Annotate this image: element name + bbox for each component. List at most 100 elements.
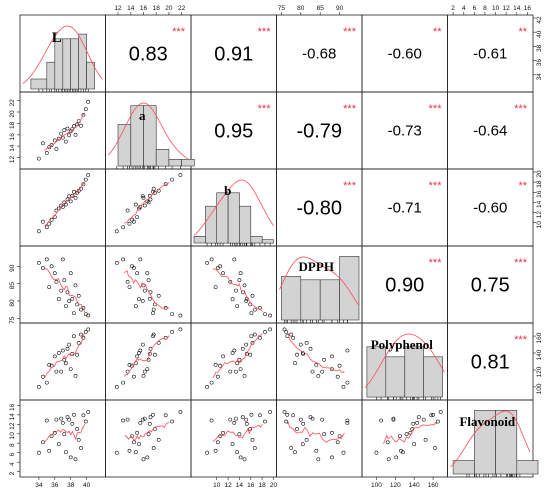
histogram-bar-3-2 bbox=[319, 279, 340, 321]
scatter-point-2-0-22 bbox=[83, 177, 88, 182]
tick-label-left-1-5: 22 bbox=[9, 99, 16, 107]
scatter-point-5-2-5 bbox=[221, 430, 225, 435]
scatter-point-3-1-18 bbox=[151, 307, 156, 312]
tick-label-bottom-0-3: 40 bbox=[83, 482, 91, 489]
scatter-point-4-2-20 bbox=[252, 332, 257, 337]
scatter-point-5-4-6 bbox=[394, 455, 399, 460]
scatter-point-5-3-5 bbox=[293, 450, 297, 455]
scatter-point-2-1-11 bbox=[141, 195, 146, 200]
panel-5-3 bbox=[276, 399, 363, 478]
correlation-value-0-1: 0.83 bbox=[129, 44, 168, 66]
scatter-point-5-1-9 bbox=[138, 420, 143, 425]
scatter-point-5-4-17 bbox=[421, 417, 426, 422]
scatter-point-5-1-5 bbox=[131, 440, 136, 445]
scatter-point-5-1-22 bbox=[170, 419, 175, 424]
scatter-point-3-2-14 bbox=[242, 283, 247, 288]
scatter-point-3-1-23 bbox=[178, 313, 183, 318]
significance-stars-0-5: ** bbox=[518, 26, 527, 38]
tick-label-top-5-0: 2 bbox=[451, 5, 455, 12]
tick-label-left-5-1: 4 bbox=[9, 462, 16, 466]
scatter-point-2-0-16 bbox=[72, 189, 76, 194]
correlation-value-1-4: -0.73 bbox=[388, 123, 422, 140]
scatter-point-4-3-10 bbox=[304, 340, 309, 345]
scatter-point-2-1-16 bbox=[148, 197, 153, 202]
scatter-point-5-3-10 bbox=[304, 437, 309, 442]
tick-label-top-1-0: 12 bbox=[114, 5, 122, 12]
density-curve-1 bbox=[108, 102, 189, 160]
scatter-point-5-0-22 bbox=[83, 419, 88, 424]
correlation-value-3-5: 0.75 bbox=[471, 275, 510, 297]
scatter-point-4-0-16 bbox=[72, 334, 76, 339]
panel-3-1 bbox=[105, 245, 192, 324]
scatter-point-5-4-16 bbox=[416, 415, 421, 420]
scatter-point-5-2-9 bbox=[234, 416, 238, 421]
scatter-point-4-3-17 bbox=[329, 354, 334, 359]
scatter-point-5-0-23 bbox=[86, 410, 91, 414]
scatter-point-1-0-22 bbox=[83, 107, 88, 112]
tick-label-top-3-0: 75 bbox=[278, 5, 286, 12]
scatter-point-5-2-1 bbox=[209, 418, 214, 423]
scatter-point-5-3-16 bbox=[322, 432, 327, 437]
scatter-point-3-0-16 bbox=[72, 311, 76, 316]
scatter-point-1-0-23 bbox=[86, 99, 91, 104]
scatter-point-5-2-19 bbox=[250, 437, 255, 442]
scatter-point-5-2-15 bbox=[244, 417, 249, 422]
scatter-point-1-0-21 bbox=[81, 113, 86, 117]
histogram-bar-0-5 bbox=[78, 33, 87, 90]
tick-label-left-1-4: 20 bbox=[9, 110, 16, 118]
scatter-point-5-0-11 bbox=[64, 450, 68, 455]
scatter-point-3-0-6 bbox=[54, 279, 59, 284]
scatter-point-3-1-10 bbox=[140, 299, 145, 303]
scatter-point-4-1-5 bbox=[131, 374, 136, 379]
scatter-point-5-0-13 bbox=[67, 417, 72, 422]
variable-label-dpph: DPPH bbox=[299, 259, 334, 274]
histogram-bar-0-1 bbox=[46, 61, 56, 90]
scatter-point-4-0-13 bbox=[67, 342, 72, 347]
variable-label-flavonoid: Flavonoid bbox=[459, 414, 515, 429]
correlation-value-1-3: -0.79 bbox=[296, 121, 342, 143]
scatter-point-4-0-6 bbox=[54, 369, 59, 374]
scatter-point-3-1-13 bbox=[145, 271, 150, 276]
scatter-point-5-3-2 bbox=[285, 412, 290, 417]
scatter-point-3-2-19 bbox=[250, 293, 255, 298]
significance-stars-1-5: *** bbox=[514, 103, 528, 115]
scatter-point-3-1-8 bbox=[137, 297, 141, 302]
panel-5-2 bbox=[190, 399, 277, 478]
histogram-bar-5-3 bbox=[516, 460, 539, 475]
scatter-point-5-0-1 bbox=[41, 440, 45, 445]
tick-label-right-2-3: 16 bbox=[536, 190, 543, 198]
tick-label-left-5-0: 2 bbox=[9, 471, 16, 475]
smooth-line-5-3 bbox=[286, 421, 345, 443]
tick-label-left-1-2: 16 bbox=[9, 133, 16, 141]
scatter-point-2-1-14 bbox=[146, 200, 151, 205]
scatter-point-5-4-20 bbox=[431, 412, 436, 417]
scatter-point-4-2-3 bbox=[215, 374, 220, 379]
smooth-line-3-1 bbox=[123, 270, 170, 310]
scatter-point-5-2-3 bbox=[215, 440, 220, 445]
scatter-point-5-0-3 bbox=[47, 448, 52, 453]
density-curve-3 bbox=[279, 256, 360, 306]
scatter-point-2-1-1 bbox=[121, 225, 126, 230]
smooth-line-5-4 bbox=[383, 421, 438, 444]
scatter-point-5-2-23 bbox=[268, 410, 273, 414]
scatter-point-4-3-15 bbox=[320, 369, 325, 374]
tick-label-bottom-2-5: 20 bbox=[270, 482, 278, 489]
smooth-line-5-0 bbox=[44, 424, 85, 442]
scatter-point-3-2-1 bbox=[209, 257, 214, 262]
scatter-point-5-2-2 bbox=[213, 448, 218, 453]
scatter-point-1-0-3 bbox=[47, 145, 52, 150]
scatter-point-4-2-14 bbox=[242, 373, 247, 378]
scatter-point-5-2-16 bbox=[244, 421, 249, 426]
scatter-point-2-1-0 bbox=[114, 229, 119, 234]
scatter-point-5-3-4 bbox=[291, 413, 296, 418]
histogram-bar-2-5 bbox=[250, 236, 263, 244]
scatter-point-4-1-19 bbox=[152, 352, 157, 357]
scatter-point-5-2-6 bbox=[228, 417, 233, 422]
tick-label-right-0-1: 36 bbox=[536, 59, 543, 67]
smooth-line-5-2 bbox=[212, 423, 263, 442]
scatter-point-5-3-3 bbox=[289, 446, 294, 450]
scatter-point-5-4-9 bbox=[400, 450, 405, 455]
scatter-point-3-2-7 bbox=[230, 297, 235, 302]
scatter-point-4-2-1 bbox=[209, 380, 214, 385]
scatter-point-4-2-12 bbox=[238, 367, 243, 372]
